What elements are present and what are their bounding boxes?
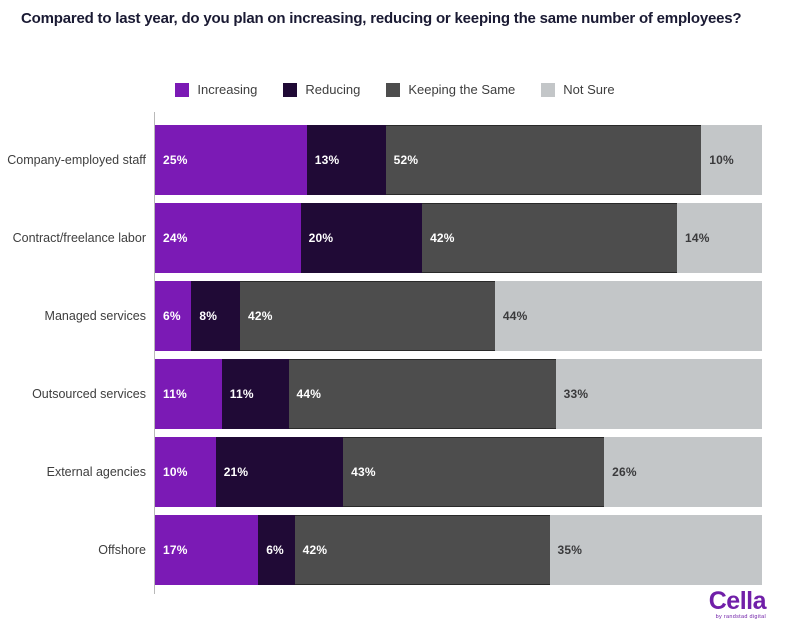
bar-segment-not-sure: 44% [494, 281, 762, 351]
legend-swatch-keeping-the-same [386, 82, 401, 97]
category-label: Offshore [98, 542, 146, 557]
bar-segment-not-sure: 14% [677, 203, 762, 273]
legend-label: Not Sure [563, 82, 615, 97]
bar-segment-increasing: 10% [155, 437, 216, 507]
value-label: 6% [163, 309, 181, 323]
stacked-bar: 25% 13% 52% 10% [155, 125, 762, 195]
brand-logo-text: Cella [708, 586, 767, 615]
legend-item-increasing: Increasing [175, 82, 257, 97]
bar-segment-keeping-the-same: 52% [385, 125, 702, 195]
bar-segment-reducing: 21% [215, 437, 344, 507]
value-label: 17% [163, 543, 188, 557]
value-label: 33% [563, 387, 589, 401]
bar-segment-reducing: 11% [221, 359, 289, 429]
value-label: 11% [229, 387, 254, 401]
bar-row: External agencies 10% 21% 43% 26% [0, 437, 762, 507]
bar-segment-increasing: 24% [155, 203, 301, 273]
legend-label: Keeping the Same [408, 82, 516, 97]
legend-swatch-not-sure [541, 82, 556, 97]
plot-area: Company-employed staff 25% 13% 52% 10% Contra… [0, 125, 762, 593]
bar-segment-keeping-the-same: 43% [343, 437, 605, 507]
legend-item-reducing: Reducing [283, 82, 360, 97]
bar-row: Company-employed staff 25% 13% 52% 10% [0, 125, 762, 195]
stacked-bar: 11% 11% 44% 33% [155, 359, 762, 429]
bar-segment-increasing: 25% [155, 125, 307, 195]
bar-segment-not-sure: 26% [604, 437, 762, 507]
value-label: 44% [502, 309, 528, 323]
value-label: 25% [163, 153, 188, 167]
value-label: 43% [351, 465, 376, 479]
category-label: Company-employed staff [7, 152, 146, 167]
category-label: Managed services [44, 308, 146, 323]
bar-segment-increasing: 11% [155, 359, 222, 429]
bar-segment-reducing: 6% [258, 515, 295, 585]
value-label: 52% [393, 153, 419, 167]
value-label: 24% [163, 231, 188, 245]
brand-logo-tagline: by randstad digital [715, 613, 766, 620]
value-label: 20% [308, 231, 334, 245]
value-label: 44% [296, 387, 322, 401]
bar-segment-increasing: 17% [155, 515, 259, 585]
value-label: 6% [266, 543, 284, 557]
value-label: 21% [223, 465, 249, 479]
bar-row: Offshore 17% 6% 42% 35% [0, 515, 762, 585]
bar-row: Contract/freelance labor 24% 20% 42% 14% [0, 203, 762, 273]
value-label: 10% [163, 465, 188, 479]
bar-segment-keeping-the-same: 42% [294, 515, 550, 585]
value-label: 13% [314, 153, 340, 167]
legend-label: Increasing [197, 82, 258, 97]
value-label: 11% [163, 387, 187, 401]
chart-title: Compared to last year, do you plan on in… [21, 10, 742, 27]
category-label: Contract/freelance labor [12, 230, 146, 245]
bar-segment-keeping-the-same: 42% [422, 203, 677, 273]
stacked-bar: 17% 6% 42% 35% [155, 515, 762, 585]
bar-segment-not-sure: 33% [555, 359, 762, 429]
stacked-bar: 6% 8% 42% 44% [155, 281, 762, 351]
legend-swatch-increasing [175, 82, 190, 97]
value-label: 14% [685, 231, 710, 245]
brand-logo: Cella by randstad digital [708, 586, 767, 621]
stacked-bar: 10% 21% 43% 26% [155, 437, 762, 507]
bar-row: Managed services 6% 8% 42% 44% [0, 281, 762, 351]
legend-item-keeping-the-same: Keeping the Same [386, 82, 515, 97]
bar-segment-keeping-the-same: 42% [239, 281, 495, 351]
legend-label: Reducing [305, 82, 361, 97]
legend-swatch-reducing [283, 82, 298, 97]
legend-item-not-sure: Not Sure [541, 82, 615, 97]
category-label: External agencies [46, 464, 146, 479]
value-label: 35% [557, 543, 583, 557]
bar-segment-not-sure: 35% [549, 515, 762, 585]
value-label: 10% [709, 153, 734, 167]
value-label: 42% [247, 309, 273, 323]
value-label: 26% [612, 465, 637, 479]
bar-segment-reducing: 20% [300, 203, 423, 273]
bar-segment-increasing: 6% [155, 281, 192, 351]
y-axis-line [154, 112, 155, 594]
bar-segment-keeping-the-same: 44% [288, 359, 556, 429]
legend: Increasing Reducing Keeping the Same Not Su… [0, 82, 790, 97]
bar-row: Outsourced services 11% 11% 44% 33% [0, 359, 762, 429]
category-label: Outsourced services [32, 386, 146, 401]
value-label: 8% [199, 309, 218, 323]
value-label: 42% [302, 543, 328, 557]
bar-segment-reducing: 13% [306, 125, 386, 195]
bar-segment-not-sure: 10% [701, 125, 762, 195]
stacked-bar: 24% 20% 42% 14% [155, 203, 762, 273]
value-label: 42% [430, 231, 455, 245]
bar-segment-reducing: 8% [191, 281, 240, 351]
